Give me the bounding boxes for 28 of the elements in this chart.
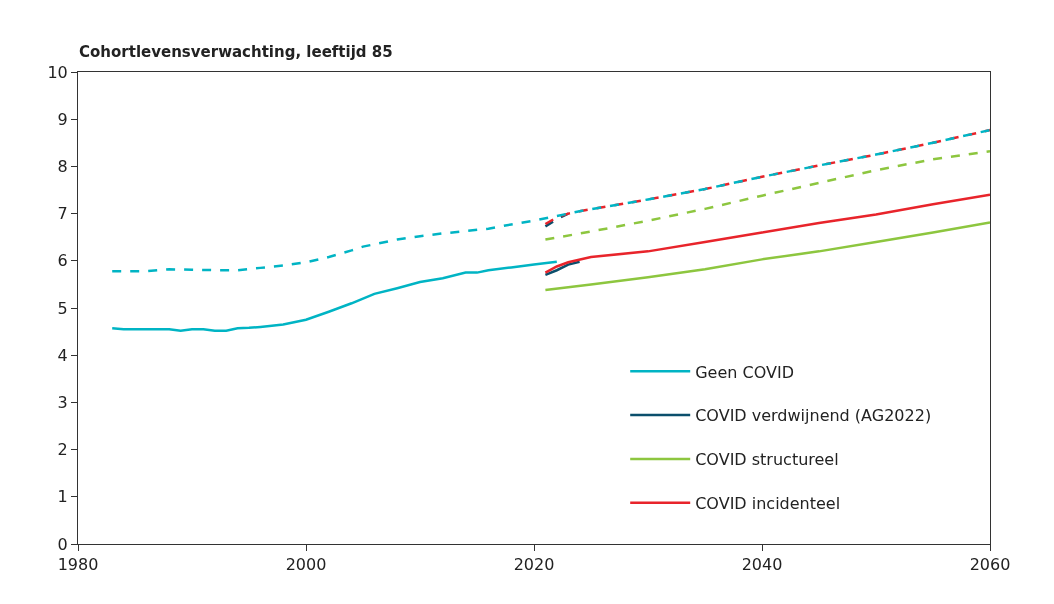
line-series [110,260,559,332]
y-tick-label: 10 [47,62,68,82]
line-series [544,150,990,241]
y-tick-label: 0 [57,534,68,554]
legend-label: Geen COVID [695,362,794,382]
y-tick-label: 8 [57,157,68,176]
line-series [544,128,990,226]
x-tick-label: 2020 [513,555,555,575]
x-tick-label: 2040 [741,555,783,575]
y-tick-label: 3 [57,393,68,412]
y-tick-label: 4 [57,345,68,365]
legend-label: COVID verdwijnend (AG2022) [695,406,932,426]
y-tick-label: 1 [57,487,68,507]
y-tick-label: 2 [57,440,68,460]
line-series [110,128,990,273]
line-series [544,260,581,277]
x-tick-label: 2060 [969,555,1011,575]
line-series [544,221,990,292]
legend-label: COVID incidenteel [695,493,841,513]
legend-label: COVID structureel [695,450,839,470]
y-tick-label: 9 [57,109,68,129]
y-tick-label: 7 [57,204,68,224]
x-tick-label: 1980 [57,555,99,575]
y-tick-label: 6 [57,251,68,271]
y-tick-label: 5 [57,298,68,318]
chart-title: Cohortlevensverwachting, leeftijd 85 [79,43,393,62]
line-series [544,193,990,274]
x-tick-label: 2000 [285,555,327,575]
